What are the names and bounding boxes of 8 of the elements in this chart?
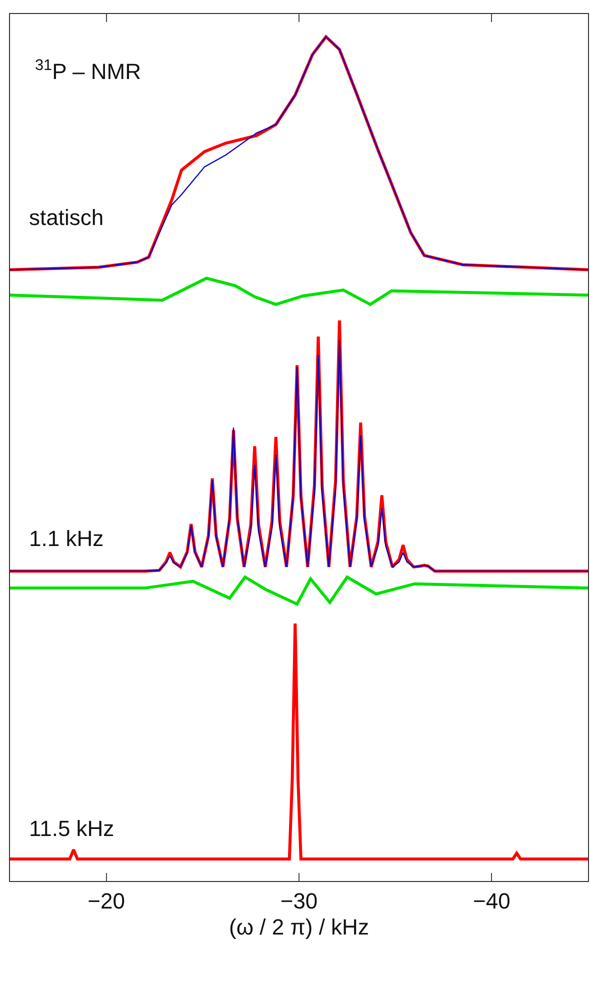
annotation: statisch	[29, 205, 104, 230]
annotation: 11.5 kHz	[29, 816, 114, 841]
x-tick-label: −20	[88, 888, 125, 914]
x-tick-label: −30	[280, 888, 318, 914]
annotation: 1.1 kHz	[29, 526, 104, 551]
x-tick-label: −40	[473, 888, 510, 914]
annotation: $^{31}$P – NMR	[35, 57, 141, 84]
x-axis-title: (ω / 2 π) / kHz	[229, 914, 369, 940]
